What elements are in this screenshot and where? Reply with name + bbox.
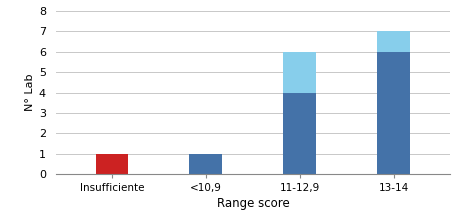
Bar — [283, 52, 316, 93]
Y-axis label: N° Lab: N° Lab — [25, 74, 35, 111]
Bar — [283, 93, 316, 174]
X-axis label: Range score: Range score — [216, 197, 288, 210]
Bar — [95, 154, 128, 174]
Bar — [376, 52, 409, 174]
Bar — [376, 31, 409, 52]
Bar — [189, 154, 222, 174]
